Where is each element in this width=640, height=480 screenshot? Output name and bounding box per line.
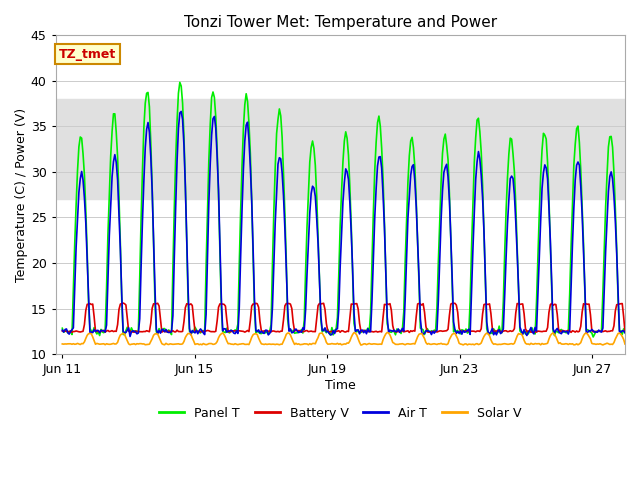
Battery V [228, 328, 236, 334]
Air T [177, 108, 185, 114]
Line: Battery V: Battery V [62, 303, 625, 333]
Line: Air T: Air T [62, 111, 625, 336]
Battery V [621, 329, 629, 335]
Battery V [567, 329, 575, 335]
Solar V [567, 341, 575, 347]
Battery V [372, 328, 380, 334]
Solar V [58, 341, 66, 347]
Solar V [621, 341, 629, 347]
Air T [456, 328, 464, 334]
X-axis label: Time: Time [325, 379, 356, 392]
Air T [374, 163, 381, 169]
Solar V [372, 341, 380, 347]
Title: Tonzi Tower Met: Temperature and Power: Tonzi Tower Met: Temperature and Power [184, 15, 497, 30]
Solar V [383, 330, 391, 336]
Battery V [119, 300, 127, 306]
Solar V [456, 341, 464, 347]
Panel T [248, 198, 255, 204]
Battery V [58, 328, 66, 334]
Battery V [456, 328, 464, 334]
Air T [126, 334, 134, 339]
Panel T [176, 80, 184, 85]
Panel T [372, 139, 380, 145]
Legend: Panel T, Battery V, Air T, Solar V: Panel T, Battery V, Air T, Solar V [154, 402, 527, 425]
Solar V [246, 338, 254, 344]
Panel T [472, 135, 479, 141]
Solar V [357, 342, 365, 348]
Air T [621, 330, 629, 336]
Solar V [473, 341, 481, 347]
Panel T [58, 325, 66, 331]
Line: Panel T: Panel T [62, 83, 625, 337]
Battery V [248, 303, 255, 309]
Panel T [566, 291, 573, 297]
Panel T [228, 328, 236, 334]
Air T [473, 159, 481, 165]
Solar V [227, 341, 235, 347]
Air T [249, 245, 257, 251]
Bar [56, 99, 625, 199]
Panel T [455, 330, 463, 336]
Text: TZ_tmet: TZ_tmet [58, 48, 116, 60]
Air T [58, 327, 66, 333]
Air T [567, 283, 575, 289]
Battery V [406, 330, 413, 336]
Battery V [473, 328, 481, 334]
Panel T [589, 334, 597, 340]
Panel T [621, 330, 629, 336]
Y-axis label: Temperature (C) / Power (V): Temperature (C) / Power (V) [15, 108, 28, 282]
Air T [230, 330, 237, 336]
Line: Solar V: Solar V [62, 333, 625, 345]
